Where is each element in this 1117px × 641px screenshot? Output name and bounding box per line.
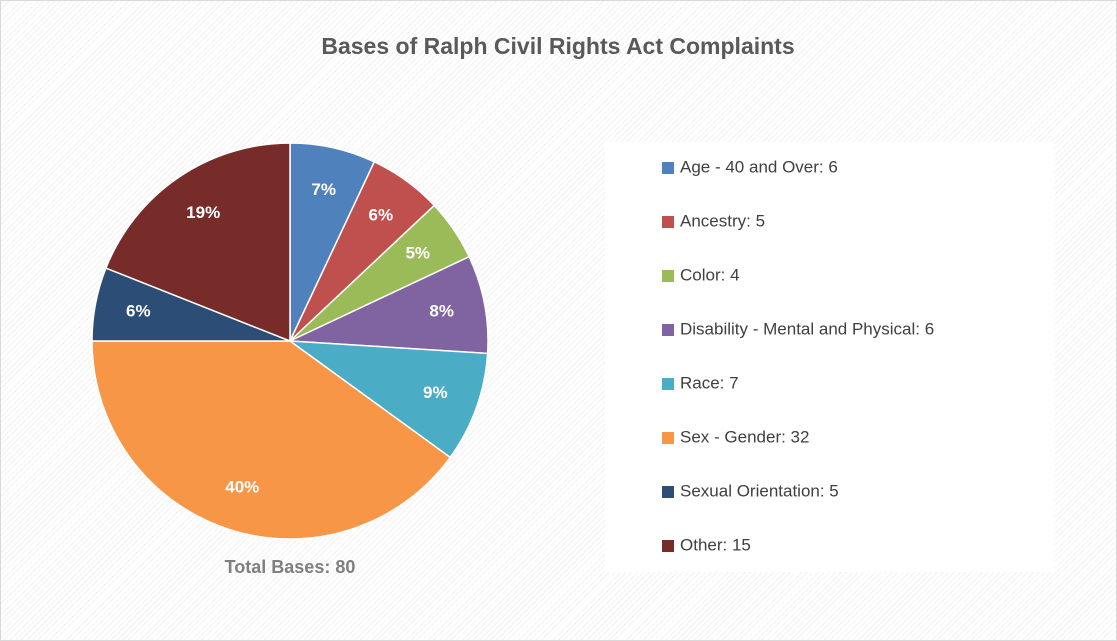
pie-slice — [289, 255, 489, 355]
legend-label: Sexual Orientation: 5 — [680, 481, 839, 500]
data-label: 6% — [368, 206, 393, 225]
data-label: 19% — [186, 203, 220, 222]
data-label: 8% — [429, 302, 454, 321]
legend-label: Age - 40 and Over: 6 — [680, 157, 838, 176]
legend-label: Color: 4 — [680, 265, 740, 284]
legend-box — [605, 142, 1055, 572]
legend-swatch — [662, 162, 674, 174]
data-label: 40% — [225, 477, 259, 496]
legend-label: Sex - Gender: 32 — [680, 427, 809, 446]
legend-swatch — [662, 378, 674, 390]
pie-slice — [104, 142, 291, 343]
legend-label: Other: 15 — [680, 535, 751, 554]
legend-swatch — [662, 324, 674, 336]
legend-swatch — [662, 216, 674, 228]
legend-label: Ancestry: 5 — [680, 211, 765, 230]
legend-swatch — [662, 432, 674, 444]
legend-swatch — [662, 486, 674, 498]
legend-label: Disability - Mental and Physical: 6 — [680, 319, 934, 338]
pie-slice — [287, 340, 489, 459]
legend-label: Race: 7 — [680, 373, 739, 392]
legend-swatch — [662, 270, 674, 282]
data-label: 9% — [423, 383, 448, 402]
annotation: Total Bases: 80 — [225, 557, 356, 577]
data-label: 7% — [311, 180, 336, 199]
data-label: 6% — [126, 302, 151, 321]
legend-swatch — [662, 540, 674, 552]
data-label: 5% — [405, 244, 430, 263]
chart-title: Bases of Ralph Civil Rights Act Complain… — [321, 33, 794, 59]
pie-slice — [91, 340, 452, 540]
